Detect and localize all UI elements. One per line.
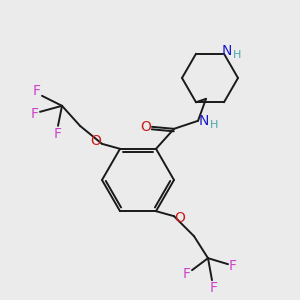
Text: F: F	[183, 267, 191, 281]
Text: O: O	[141, 120, 152, 134]
Text: N: N	[222, 44, 232, 58]
Text: H: H	[233, 50, 241, 60]
Text: H: H	[210, 120, 218, 130]
Text: N: N	[199, 114, 209, 128]
Text: F: F	[210, 281, 218, 295]
Text: F: F	[229, 259, 237, 273]
Text: F: F	[33, 84, 41, 98]
Text: F: F	[54, 127, 62, 141]
Text: O: O	[175, 211, 185, 225]
Text: O: O	[91, 134, 101, 148]
Text: F: F	[31, 107, 39, 121]
